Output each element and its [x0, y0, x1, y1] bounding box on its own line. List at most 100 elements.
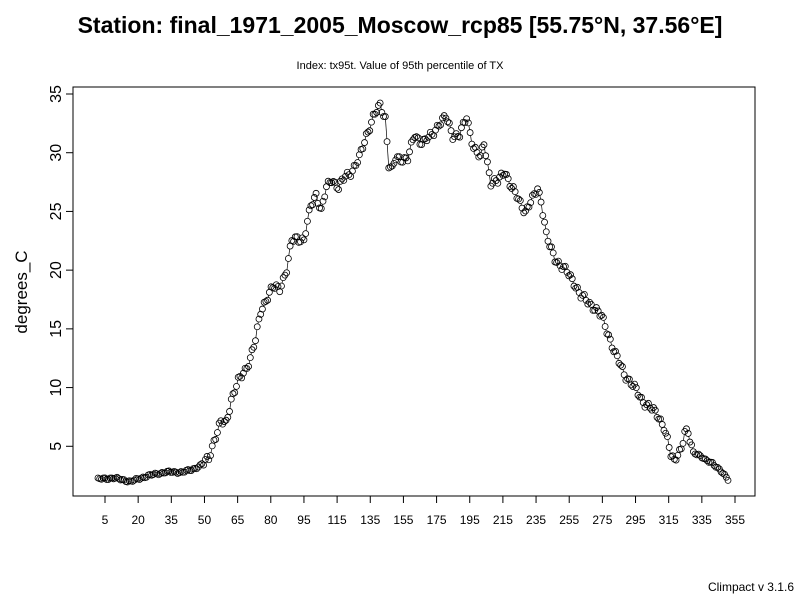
data-point	[378, 109, 386, 116]
series-segment	[667, 439, 670, 445]
series-segment	[286, 261, 289, 270]
data-point	[300, 236, 308, 244]
data-point	[423, 137, 431, 145]
series-segment	[236, 380, 238, 384]
data-point	[385, 164, 393, 172]
series-segment	[255, 329, 258, 338]
data-point	[231, 389, 239, 396]
x-axis: 5 20 35 50 65 80 95 115 135 155 175 195 215 235 255 275…	[102, 496, 745, 527]
data-point	[421, 135, 429, 143]
data-point	[371, 110, 379, 118]
data-point	[556, 262, 564, 270]
data-point	[631, 380, 638, 388]
data-point	[229, 390, 237, 398]
data-point	[679, 440, 687, 447]
data-point	[482, 152, 490, 160]
x-tick-label: 95	[297, 513, 311, 527]
y-tick-label: 30	[48, 144, 65, 162]
x-tick-label: 355	[725, 513, 745, 527]
data-point	[165, 467, 173, 475]
data-point	[278, 282, 285, 290]
series-segment	[683, 434, 685, 441]
data-point	[478, 143, 486, 151]
x-tick-label: 235	[526, 513, 546, 527]
data-point	[456, 133, 464, 141]
x-tick-label: 155	[393, 513, 413, 527]
x-tick-label: 5	[102, 513, 109, 527]
data-point	[497, 169, 505, 177]
data-point	[305, 206, 313, 214]
data-point	[312, 189, 320, 197]
x-tick-label: 335	[692, 513, 712, 527]
data-point	[719, 469, 727, 477]
data-point	[200, 461, 207, 469]
data-point	[580, 290, 588, 298]
data-point	[243, 365, 251, 372]
data-point	[619, 363, 626, 370]
series-segment	[305, 224, 308, 231]
data-point	[464, 119, 472, 127]
data-point	[376, 99, 384, 107]
data-point	[544, 237, 552, 245]
x-tick-label: 80	[264, 513, 278, 527]
data-point	[162, 469, 169, 477]
data-point	[665, 444, 673, 451]
data-point	[236, 372, 244, 380]
data-point	[535, 189, 543, 196]
series-segment	[288, 248, 291, 256]
data-point	[644, 399, 652, 407]
series-segment	[248, 360, 251, 364]
data-point	[245, 363, 252, 370]
data-point	[366, 127, 374, 135]
data-point	[542, 228, 550, 236]
data-point	[104, 476, 112, 483]
plot-frame	[72, 86, 756, 497]
data-point	[683, 425, 690, 433]
data-point	[387, 163, 394, 171]
data-point	[662, 429, 670, 437]
data-point	[615, 359, 623, 367]
data-point	[324, 177, 332, 185]
data-point	[603, 330, 611, 338]
data-point	[639, 399, 647, 406]
data-point	[226, 408, 233, 415]
y-tick-label: 5	[48, 442, 65, 451]
data-point	[515, 195, 522, 203]
data-point	[428, 130, 436, 138]
data-point	[658, 421, 666, 428]
data-point	[238, 374, 246, 382]
data-point	[284, 255, 292, 262]
data-point	[496, 173, 503, 181]
series-segment	[459, 130, 462, 135]
data-point	[239, 369, 247, 377]
data-point	[534, 185, 542, 193]
data-point	[506, 183, 514, 190]
data-point	[461, 119, 469, 127]
data-point	[297, 238, 304, 246]
data-point	[335, 186, 342, 193]
x-tick-label: 255	[559, 513, 579, 527]
data-point	[584, 300, 592, 308]
x-tick-label: 195	[460, 513, 480, 527]
series-segment	[229, 402, 232, 409]
data-point	[217, 417, 225, 425]
data-point	[259, 305, 266, 313]
data-point	[522, 207, 529, 215]
data-point	[582, 296, 590, 304]
data-point	[695, 450, 702, 458]
y-tick-label: 25	[48, 202, 65, 220]
data-point	[364, 128, 372, 136]
data-point	[115, 475, 123, 483]
data-point	[722, 473, 730, 481]
data-point	[724, 476, 732, 484]
y-tick-label: 20	[48, 261, 65, 279]
data-point	[276, 288, 284, 296]
series-segment	[307, 212, 310, 219]
data-point	[390, 159, 398, 167]
chart-title: Station: final_1971_2005_Moscow_rcp85 [5…	[77, 12, 723, 38]
data-point	[120, 476, 128, 484]
data-point	[605, 331, 612, 339]
data-point	[504, 175, 512, 183]
x-tick-label: 65	[231, 513, 245, 527]
